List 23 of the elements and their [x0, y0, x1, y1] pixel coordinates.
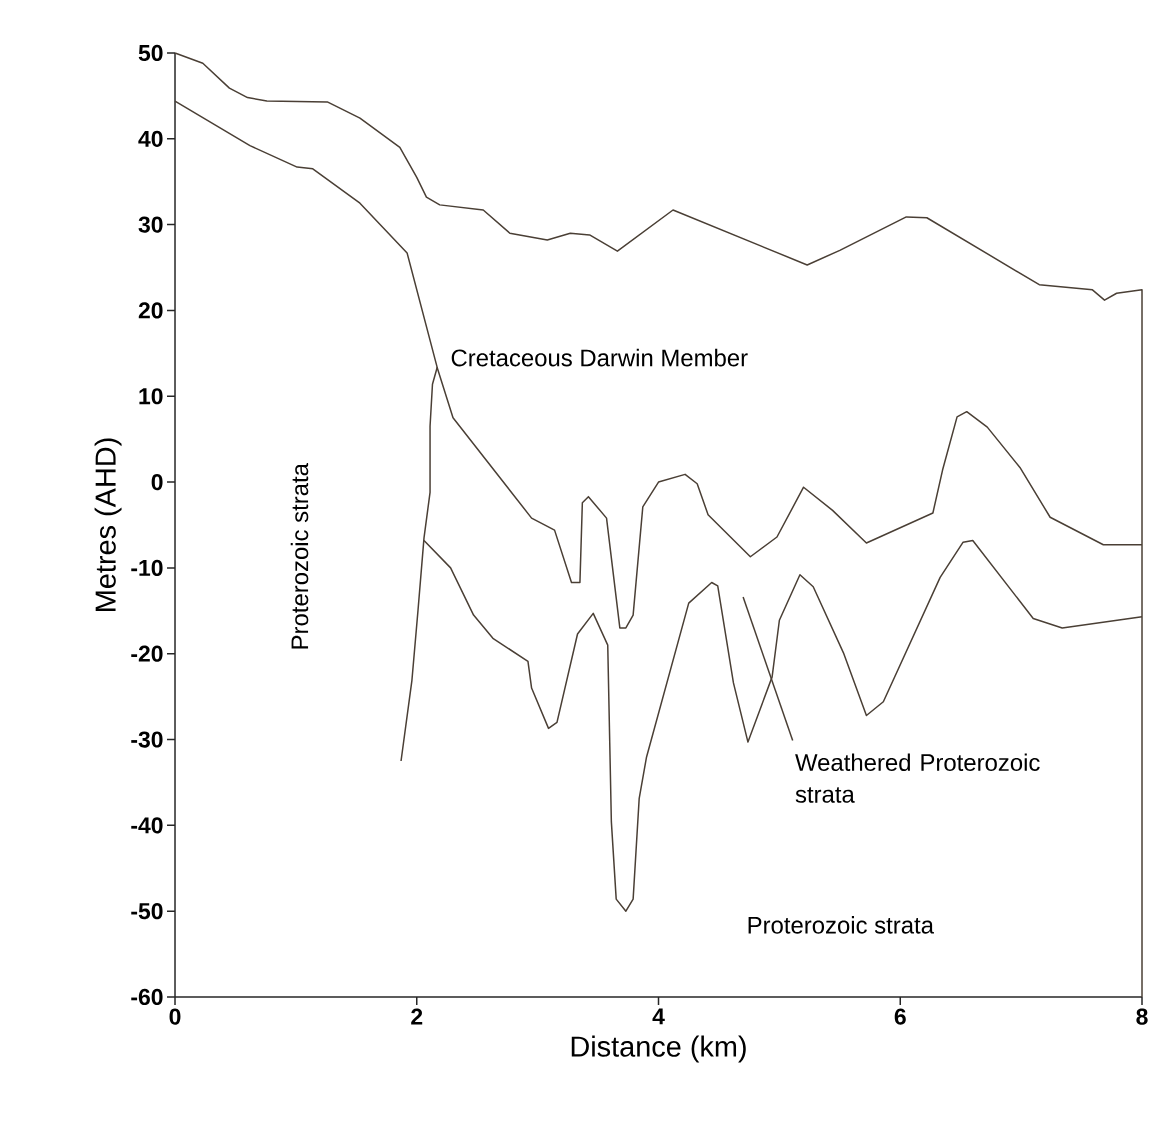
y-axis-title: Metres (AHD): [94, 438, 122, 611]
x-axis-title: Distance (km): [571, 1035, 746, 1063]
y-tick-label: -10: [131, 559, 163, 576]
x-tick-label: 0: [169, 1008, 181, 1025]
y-tick-label: -20: [131, 645, 163, 662]
y-tick-label: -40: [131, 817, 163, 834]
y-tick-label: -30: [131, 731, 163, 748]
x-tick-label: 4: [652, 1008, 665, 1025]
y-tick-label: -60: [131, 988, 163, 1006]
x-tick-label: 2: [411, 1008, 423, 1025]
annotation: Proterozoic strata: [748, 916, 934, 934]
y-tick-label: 10: [139, 388, 163, 405]
y-tick-label: 30: [138, 216, 163, 233]
x-tick-label: 6: [894, 1008, 906, 1025]
y-tick-label: 40: [138, 130, 163, 147]
y-tick-label: 50: [138, 44, 163, 62]
annotation: Proterozoic strata: [290, 463, 309, 649]
annotation: Cretaceous Darwin Member: [451, 348, 748, 367]
annotation: Weathered Proterozoic strata: [795, 753, 1040, 803]
y-tick-label: 0: [151, 473, 163, 491]
y-tick-label: 20: [138, 302, 163, 319]
x-tick-label: 8: [1136, 1008, 1148, 1025]
y-tick-label: -50: [131, 903, 163, 920]
